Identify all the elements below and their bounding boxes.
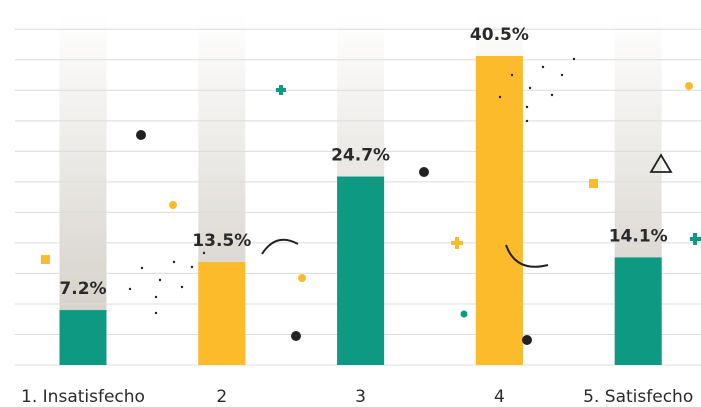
square — [41, 255, 50, 264]
dot — [291, 331, 301, 341]
x-tick-label: 4 — [494, 387, 505, 407]
labels: 1. Insatisfecho 7.2% 2 13.5% 3 24.7% 4 40.5% 5. … — [21, 25, 693, 407]
bar — [337, 176, 385, 365]
x-tick-label: 3 — [355, 387, 366, 407]
bar — [475, 55, 523, 365]
bar-track — [59, 14, 107, 365]
plus — [451, 237, 463, 249]
dot — [460, 310, 468, 318]
value-label: 40.5% — [470, 25, 529, 45]
triangle — [649, 153, 673, 173]
square — [589, 179, 598, 188]
arc — [505, 244, 549, 268]
dot — [136, 130, 146, 140]
plus — [690, 233, 701, 245]
decorations — [41, 57, 701, 345]
value-label: 24.7% — [331, 146, 390, 166]
x-tick-label: 1. Insatisfecho — [21, 387, 145, 407]
dot — [685, 82, 693, 90]
value-label: 14.1% — [609, 226, 668, 246]
x-tick-label: 2 — [216, 387, 227, 407]
bar — [59, 310, 107, 365]
x-tick-label: 5. Satisfecho — [583, 387, 693, 407]
bars — [59, 55, 662, 365]
dot — [169, 201, 177, 209]
dot — [522, 335, 532, 345]
dot-cluster — [128, 57, 576, 315]
bar — [198, 261, 246, 365]
dot — [419, 167, 429, 177]
value-label: 13.5% — [192, 231, 251, 251]
value-label: 7.2% — [59, 279, 106, 299]
bar — [614, 257, 662, 365]
arc — [261, 238, 299, 255]
plus — [276, 85, 286, 95]
dot — [298, 274, 306, 282]
